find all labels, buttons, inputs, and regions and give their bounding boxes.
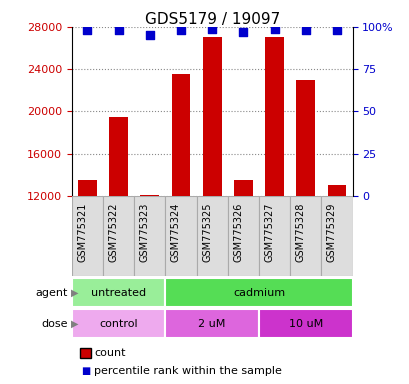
Text: GSM775321: GSM775321	[77, 202, 87, 262]
Bar	[165, 196, 196, 276]
Bar	[134, 196, 165, 276]
Point	[208, 25, 215, 31]
Point	[271, 25, 277, 31]
Text: GSM775326: GSM775326	[233, 202, 243, 262]
Bar	[265, 38, 283, 196]
Text: percentile rank within the sample: percentile rank within the sample	[94, 366, 281, 376]
Text: untreated: untreated	[91, 288, 146, 298]
Bar	[234, 180, 252, 196]
Bar	[227, 196, 258, 276]
Point	[84, 27, 90, 33]
Text: dose: dose	[41, 318, 67, 329]
Text: agent: agent	[35, 288, 67, 298]
Text: GSM775327: GSM775327	[264, 202, 274, 262]
Bar	[202, 38, 221, 196]
Bar	[72, 278, 165, 307]
Bar	[258, 196, 290, 276]
Point	[115, 27, 121, 33]
Text: ▶: ▶	[70, 288, 78, 298]
Bar	[258, 309, 352, 338]
Text: 10 uM: 10 uM	[288, 318, 322, 329]
Text: 2 uM: 2 uM	[198, 318, 225, 329]
Point	[333, 27, 339, 33]
Bar	[321, 196, 352, 276]
Point	[302, 27, 308, 33]
Text: GSM775323: GSM775323	[139, 202, 149, 262]
Bar	[296, 80, 315, 196]
Bar	[109, 117, 128, 196]
Point	[146, 32, 153, 38]
Point	[240, 29, 246, 35]
Bar	[72, 196, 103, 276]
Text: GSM775324: GSM775324	[171, 202, 180, 262]
Text: cadmium: cadmium	[232, 288, 284, 298]
Bar	[72, 309, 165, 338]
Bar	[165, 278, 352, 307]
Bar	[78, 180, 97, 196]
Text: GDS5179 / 19097: GDS5179 / 19097	[144, 12, 279, 26]
Bar	[171, 74, 190, 196]
Bar	[103, 196, 134, 276]
Text: ▶: ▶	[70, 318, 78, 329]
Bar	[196, 196, 227, 276]
Bar	[327, 185, 346, 196]
Bar	[140, 195, 159, 196]
Text: GSM775328: GSM775328	[295, 202, 305, 262]
Text: GSM775325: GSM775325	[202, 202, 212, 262]
Text: count: count	[94, 348, 126, 358]
Bar	[290, 196, 321, 276]
Text: GSM775329: GSM775329	[326, 202, 336, 262]
Bar	[165, 309, 258, 338]
Text: control: control	[99, 318, 137, 329]
Point	[177, 27, 184, 33]
Text: GSM775322: GSM775322	[108, 202, 118, 262]
Text: ■: ■	[81, 366, 90, 376]
